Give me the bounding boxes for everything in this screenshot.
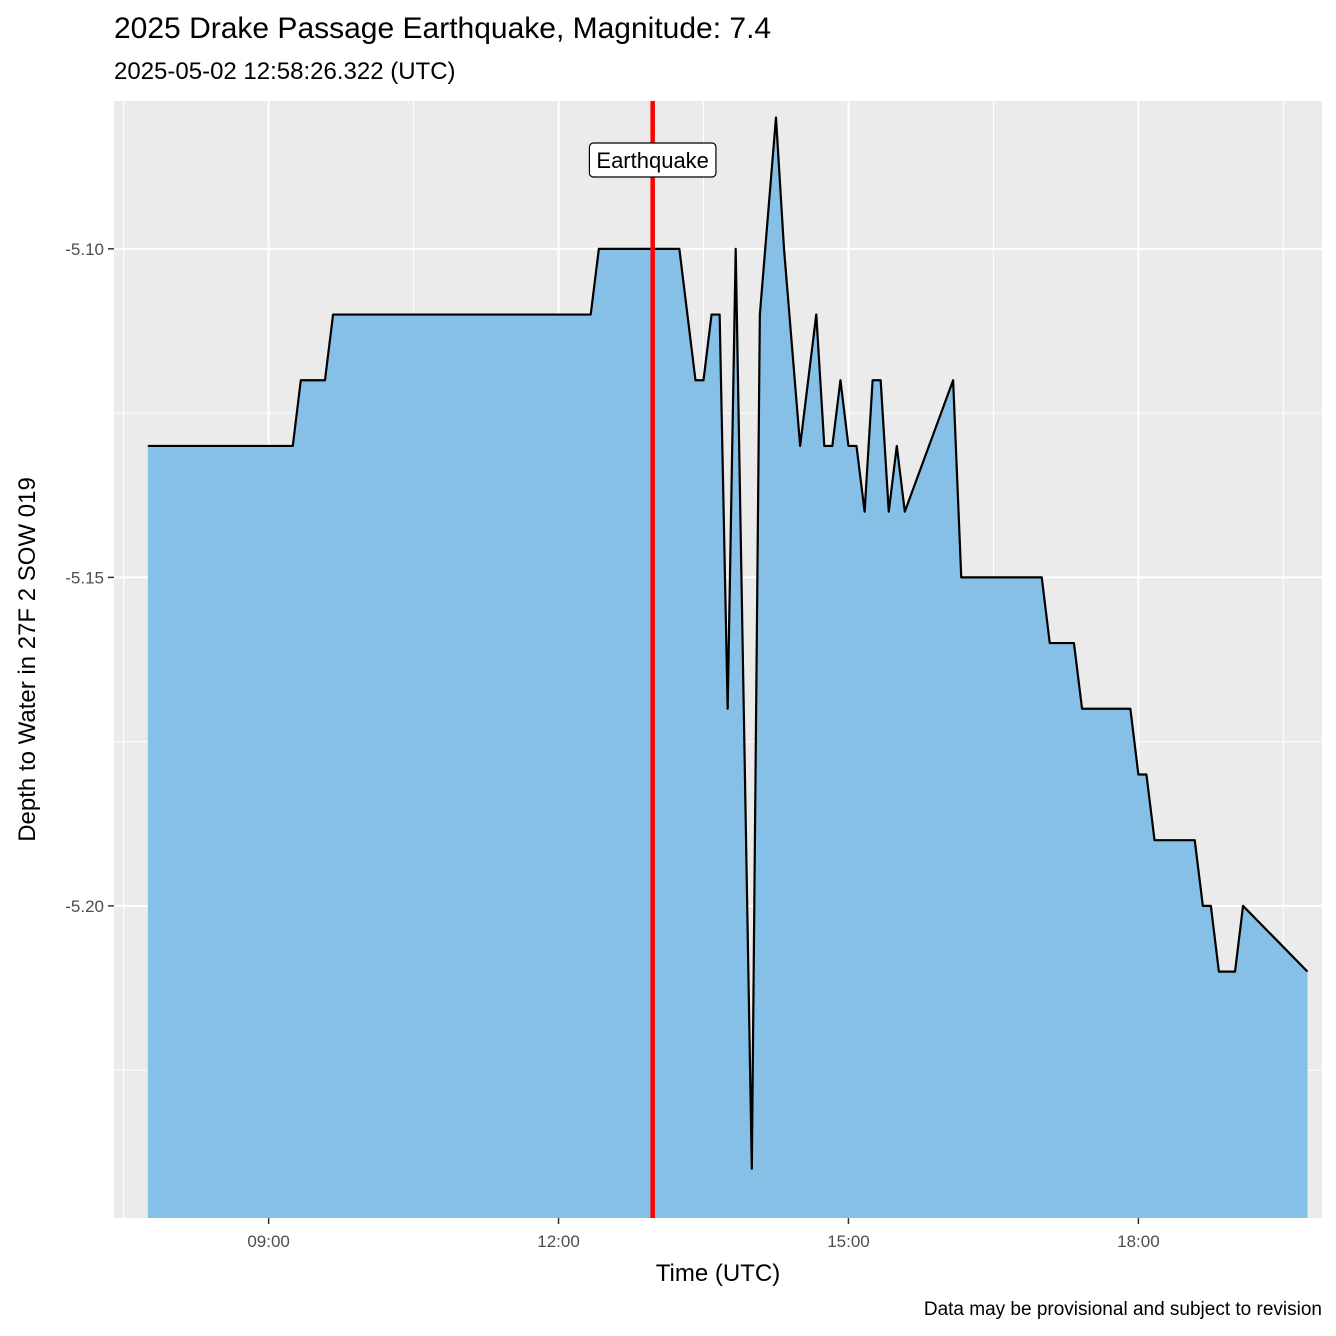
chart-caption: Data may be provisional and subject to r… [923,1299,1322,1320]
depth-area-fill [147,117,1308,1218]
chart-title: 2025 Drake Passage Earthquake, Magnitude… [114,12,772,45]
chart-subtitle: 2025-05-02 12:58:26.322 (UTC) [114,58,456,85]
x-tick-label: 09:00 [247,1232,290,1251]
y-axis-ticks: -5.10 -5.15 -5.20 [65,240,114,916]
y-axis-title: Depth to Water in 27F 2 SOW 019 [14,477,41,842]
earthquake-label-text: Earthquake [596,148,709,173]
y-tick-label: -5.15 [65,568,104,587]
y-tick-label: -5.10 [65,240,104,259]
depth-line [147,116,1309,1170]
x-axis-ticks: 09:00 12:00 15:00 18:00 [247,1218,1160,1251]
x-axis-title: Time (UTC) [656,1260,780,1287]
x-tick-label: 12:00 [537,1232,580,1251]
earthquake-label: Earthquake [588,142,717,178]
x-tick-label: 18:00 [1117,1232,1160,1251]
y-tick-label: -5.20 [65,897,104,916]
earthquake-label-box [588,142,717,178]
x-tick-label: 15:00 [827,1232,870,1251]
